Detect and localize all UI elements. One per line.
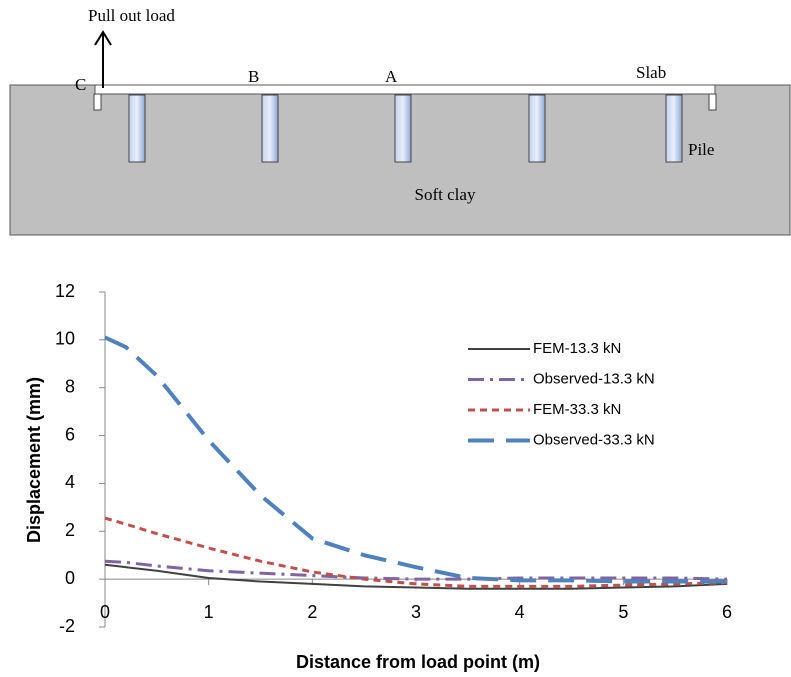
x-tick-label: 6 xyxy=(722,602,732,622)
load-label: Pull out load xyxy=(88,6,175,25)
post xyxy=(93,93,102,111)
point-label: C xyxy=(75,75,86,94)
y-tick-label: 2 xyxy=(65,520,75,540)
series-line xyxy=(104,335,727,584)
pile-label: Pile xyxy=(688,140,714,159)
x-tick-label: 0 xyxy=(100,602,110,622)
x-tick-label: 3 xyxy=(411,602,421,622)
pile xyxy=(261,94,279,163)
point-label: A xyxy=(385,67,398,86)
series-line xyxy=(104,516,728,588)
pile xyxy=(128,94,146,163)
legend-label: Observed-33.3 kN xyxy=(533,431,655,448)
point-label: B xyxy=(248,67,259,86)
slab-label: Slab xyxy=(636,63,666,82)
x-tick-label: 2 xyxy=(307,602,317,622)
pile xyxy=(394,94,412,163)
arrow-head xyxy=(94,30,112,46)
x-tick-label: 5 xyxy=(618,602,628,622)
y-tick-label: -2 xyxy=(59,616,75,636)
series-line xyxy=(104,563,728,590)
y-axis-title: Displacement (mm) xyxy=(24,377,44,543)
series-line xyxy=(104,559,728,581)
slab xyxy=(94,84,716,95)
soil-label: Soft clay xyxy=(415,185,476,204)
pile xyxy=(528,94,546,163)
y-tick-label: 4 xyxy=(65,472,75,492)
y-tick-label: 12 xyxy=(55,281,75,301)
pile xyxy=(665,94,683,163)
diagram: Pull out load C B A Slab Pile Soft clay xyxy=(9,6,791,236)
y-tick-label: 8 xyxy=(65,376,75,396)
y-tick-label: 6 xyxy=(65,424,75,444)
post xyxy=(708,93,717,111)
y-tick-label: 0 xyxy=(65,568,75,588)
legend-label: FEM-33.3 kN xyxy=(533,401,621,418)
x-tick-label: 1 xyxy=(204,602,214,622)
legend-label: FEM-13.3 kN xyxy=(533,340,621,357)
y-tick-label: 10 xyxy=(55,329,75,349)
x-tick-label: 4 xyxy=(515,602,525,622)
x-axis-title: Distance from load point (m) xyxy=(296,652,540,672)
legend-label: Observed-13.3 kN xyxy=(533,370,655,387)
